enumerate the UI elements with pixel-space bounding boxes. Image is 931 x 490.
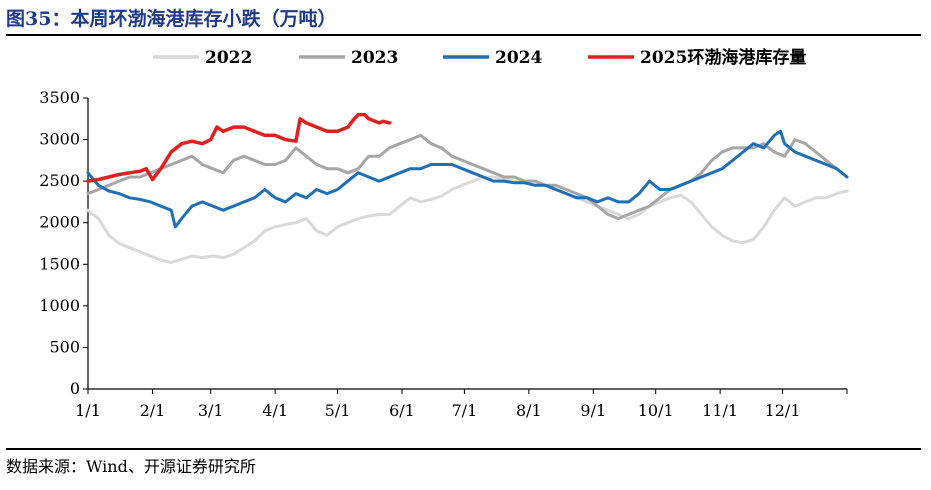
x-tick-label: 9/1	[580, 401, 606, 420]
series-line-2025	[86, 112, 392, 183]
x-tick-label: 12/1	[765, 401, 801, 420]
series-lines	[86, 112, 849, 265]
series-line-2022	[86, 175, 849, 265]
x-tick-label: 10/1	[638, 401, 674, 420]
y-tick-label: 1000	[39, 296, 80, 315]
x-tick-label: 7/1	[452, 401, 478, 420]
x-tick-label: 2/1	[140, 401, 166, 420]
legend-label-2022: 2022	[205, 48, 252, 68]
legend: 2022 2023 2024 2025环渤海港库存量	[153, 47, 806, 68]
x-tick-label: 1/1	[75, 401, 101, 420]
x-tick-label: 11/1	[702, 401, 738, 420]
y-tick-label: 2500	[39, 171, 80, 190]
y-tick-label: 0	[70, 379, 80, 398]
x-tick-label: 4/1	[262, 401, 288, 420]
legend-label-2023: 2023	[351, 48, 398, 68]
source-rule	[6, 448, 921, 450]
y-tick-label: 3000	[39, 130, 80, 149]
legend-label-2025: 2025环渤海港库存量	[640, 47, 806, 68]
axes: 0 500 1000 1500 2000 2500 3000 3500 1/1 2/1 3/1 4/1…	[39, 88, 848, 420]
chart-canvas: 2022 2023 2024 2025环渤海港库存量 0 500 1000 1500 2…	[39, 47, 849, 420]
x-tick-label: 6/1	[389, 401, 415, 420]
x-tick-label: 5/1	[325, 401, 351, 420]
y-tick-label: 2000	[39, 213, 80, 232]
source-note: 数据来源：Wind、开源证券研究所	[6, 457, 256, 476]
series-line-2023	[86, 133, 849, 221]
x-tick-label: 3/1	[198, 401, 224, 420]
series-line-2024	[86, 129, 849, 229]
legend-label-2024: 2024	[495, 48, 542, 68]
x-tick-label: 8/1	[516, 401, 542, 420]
y-tick-label: 3500	[39, 88, 80, 107]
y-tick-label: 1500	[39, 254, 80, 273]
title-rule	[6, 34, 921, 36]
figure-title: 图35：本周环渤海港库存小跌（万吨）	[6, 8, 337, 30]
y-tick-label: 500	[49, 337, 80, 356]
